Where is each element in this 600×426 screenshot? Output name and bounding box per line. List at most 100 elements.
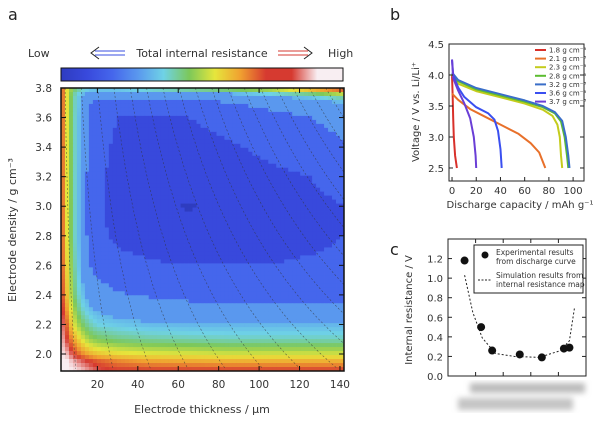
heatmap-cell <box>184 343 189 348</box>
heatmap-cell <box>64 343 70 348</box>
heatmap-cell <box>196 115 201 121</box>
heatmap-cell <box>124 259 130 264</box>
heatmap-cell <box>268 331 273 336</box>
heatmap-cell <box>72 163 78 169</box>
heatmap-cell <box>204 203 209 208</box>
heatmap-cell <box>108 311 114 316</box>
heatmap-cell <box>244 359 249 364</box>
heatmap-cell <box>152 211 158 216</box>
heatmap-cell <box>72 319 78 324</box>
heatmap-cell <box>184 267 189 272</box>
heatmap-cell <box>152 91 158 97</box>
heatmap-cell <box>308 139 313 145</box>
heatmap-cell <box>120 191 126 197</box>
heatmap-cell <box>332 247 337 252</box>
heatmap-cell <box>176 147 181 153</box>
heatmap-cell <box>124 251 130 256</box>
heatmap-cell <box>168 115 174 121</box>
colorbar-low-label: Low <box>28 47 50 60</box>
heatmap-cell <box>228 351 233 356</box>
heatmap-cell <box>76 215 82 220</box>
heatmap-cell <box>124 275 130 280</box>
heatmap-cell <box>156 107 162 113</box>
heatmap-cell <box>188 223 193 228</box>
heatmap-cell <box>280 155 285 161</box>
heatmap-cell <box>68 91 74 97</box>
heatmap-cell <box>92 275 98 280</box>
heatmap-cell <box>216 103 221 109</box>
heatmap-cell <box>96 187 102 193</box>
heatmap-cell <box>244 119 249 125</box>
heatmap-cell <box>124 107 130 113</box>
heatmap-cell <box>324 219 329 224</box>
heatmap-cell <box>252 347 257 352</box>
heatmap-cell <box>212 275 217 280</box>
heatmap-cell <box>112 323 118 328</box>
heatmap-cell <box>68 227 74 232</box>
heatmap-cell <box>320 351 325 356</box>
heatmap-cell <box>104 167 110 173</box>
heatmap-cell <box>124 207 130 212</box>
heatmap-cell <box>164 319 170 324</box>
heatmap-cell <box>116 223 122 228</box>
heatmap-cell <box>68 239 74 244</box>
heatmap-cell <box>172 271 177 276</box>
heatmap-cell <box>200 247 205 252</box>
heatmap-cell <box>116 175 122 181</box>
heatmap-cell <box>192 335 197 340</box>
heatmap-cell <box>112 91 118 97</box>
heatmap-cell <box>100 279 106 284</box>
heatmap-cell <box>340 135 344 141</box>
heatmap-cell <box>116 287 122 292</box>
heatmap-cell <box>164 123 170 129</box>
heatmap-cell <box>296 239 301 244</box>
heatmap-cell <box>228 88 233 93</box>
heatmap-cell <box>280 187 285 193</box>
heatmap-cell <box>132 88 138 93</box>
heatmap-cell <box>64 275 70 280</box>
heatmap-cell <box>336 231 341 236</box>
heatmap-cell <box>256 355 261 360</box>
heatmap-cell <box>300 251 305 256</box>
heatmap-cell <box>296 251 301 256</box>
heatmap-cell <box>212 199 217 204</box>
heatmap-cell <box>276 171 281 177</box>
heatmap-cell <box>152 363 158 368</box>
heatmap-cell <box>148 219 154 224</box>
heatmap-cell <box>96 271 102 276</box>
heatmap-cell <box>144 271 150 276</box>
heatmap-cell <box>76 251 82 256</box>
heatmap-cell <box>64 339 70 344</box>
heatmap-cell <box>328 343 333 348</box>
heatmap-cell <box>196 363 201 368</box>
heatmap-cell <box>116 163 122 169</box>
heatmap-cell <box>92 355 98 360</box>
heatmap-cell <box>324 99 329 105</box>
heatmap-cell <box>304 99 309 105</box>
heatmap-cell <box>104 223 110 228</box>
heatmap-cell <box>112 115 118 121</box>
heatmap-cell <box>120 215 126 220</box>
heatmap-cell <box>124 147 130 153</box>
heatmap-cell <box>340 347 344 352</box>
heatmap-cell <box>200 163 205 169</box>
heatmap-cell <box>312 235 317 240</box>
heatmap-cell <box>164 299 170 304</box>
heatmap-cell <box>240 223 245 228</box>
heatmap-cell <box>280 215 285 220</box>
heatmap-cell <box>136 295 142 300</box>
heatmap-cell <box>164 323 170 328</box>
heatmap-cell <box>204 115 209 121</box>
heatmap-cell <box>180 111 185 117</box>
heatmap-cell <box>236 307 241 312</box>
heatmap-cell <box>328 347 333 352</box>
heatmap-cell <box>240 231 245 236</box>
heatmap-cell <box>248 139 253 145</box>
heatmap-cell <box>220 347 225 352</box>
heatmap-cell <box>328 219 333 224</box>
heatmap-cell <box>128 219 134 224</box>
heatmap-cell <box>220 115 225 121</box>
heatmap-cell <box>308 347 313 352</box>
heatmap-cell <box>120 135 126 141</box>
heatmap-cell <box>188 199 193 204</box>
